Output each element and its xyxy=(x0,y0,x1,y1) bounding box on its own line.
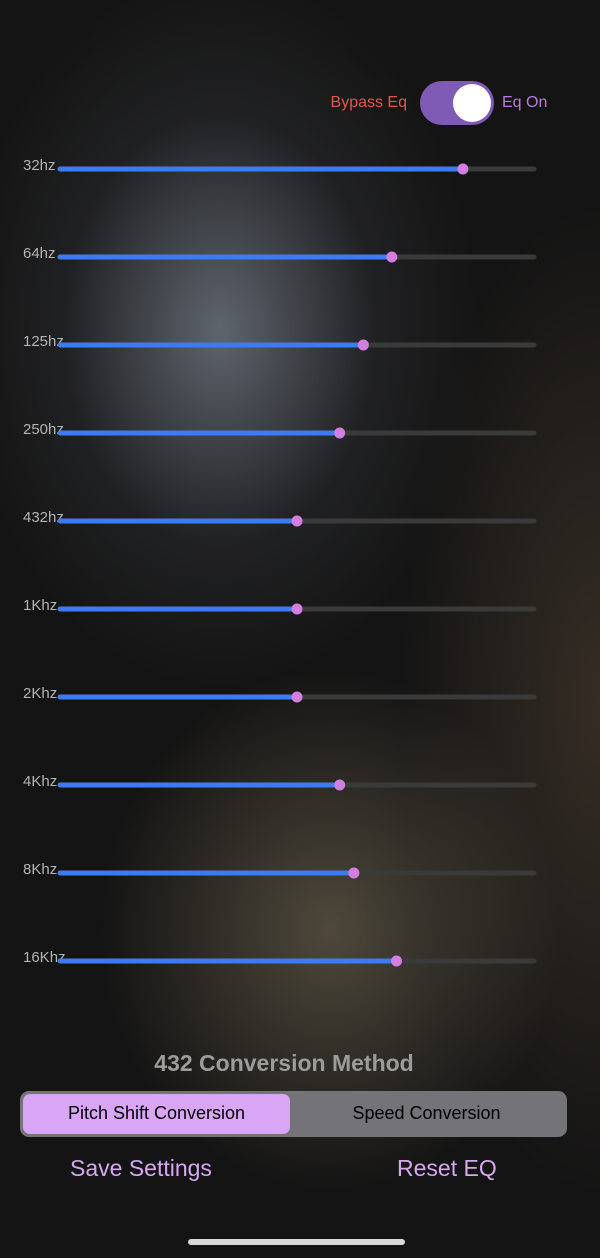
slider-thumb[interactable] xyxy=(386,251,398,263)
band-label: 2Khz xyxy=(23,685,57,702)
band-label: 16Khz xyxy=(23,949,66,966)
eq-toggle[interactable] xyxy=(420,81,494,125)
eq-on-label: Eq On xyxy=(502,94,547,111)
band-label: 8Khz xyxy=(23,861,57,878)
segment-label[interactable]: Pitch Shift Conversion xyxy=(68,1103,245,1123)
slider-thumb[interactable] xyxy=(391,955,403,967)
band-label: 432hz xyxy=(23,509,64,526)
reset-button[interactable]: Reset EQ xyxy=(397,1155,497,1181)
save-button[interactable]: Save Settings xyxy=(70,1155,212,1181)
slider-thumb[interactable] xyxy=(334,779,346,791)
band-label: 64hz xyxy=(23,245,56,262)
slider-thumb[interactable] xyxy=(457,163,469,175)
bypass-label: Bypass Eq xyxy=(331,94,407,111)
slider-thumb[interactable] xyxy=(291,691,303,703)
toggle-knob[interactable] xyxy=(453,84,491,122)
slider-thumb[interactable] xyxy=(357,339,369,351)
band-label: 32hz xyxy=(23,157,56,174)
band-label: 1Khz xyxy=(23,597,57,614)
band-label: 125hz xyxy=(23,333,64,350)
band-label: 4Khz xyxy=(23,773,57,790)
band-label: 250hz xyxy=(23,421,64,438)
slider-thumb[interactable] xyxy=(348,867,360,879)
slider-thumb[interactable] xyxy=(334,427,346,439)
home-indicator xyxy=(188,1239,405,1245)
slider-thumb[interactable] xyxy=(291,603,303,615)
conversion-title: 432 Conversion Method xyxy=(154,1050,413,1076)
segment-selected[interactable] xyxy=(23,1094,290,1134)
slider-thumb[interactable] xyxy=(291,515,303,527)
segment-label[interactable]: Speed Conversion xyxy=(352,1103,500,1123)
